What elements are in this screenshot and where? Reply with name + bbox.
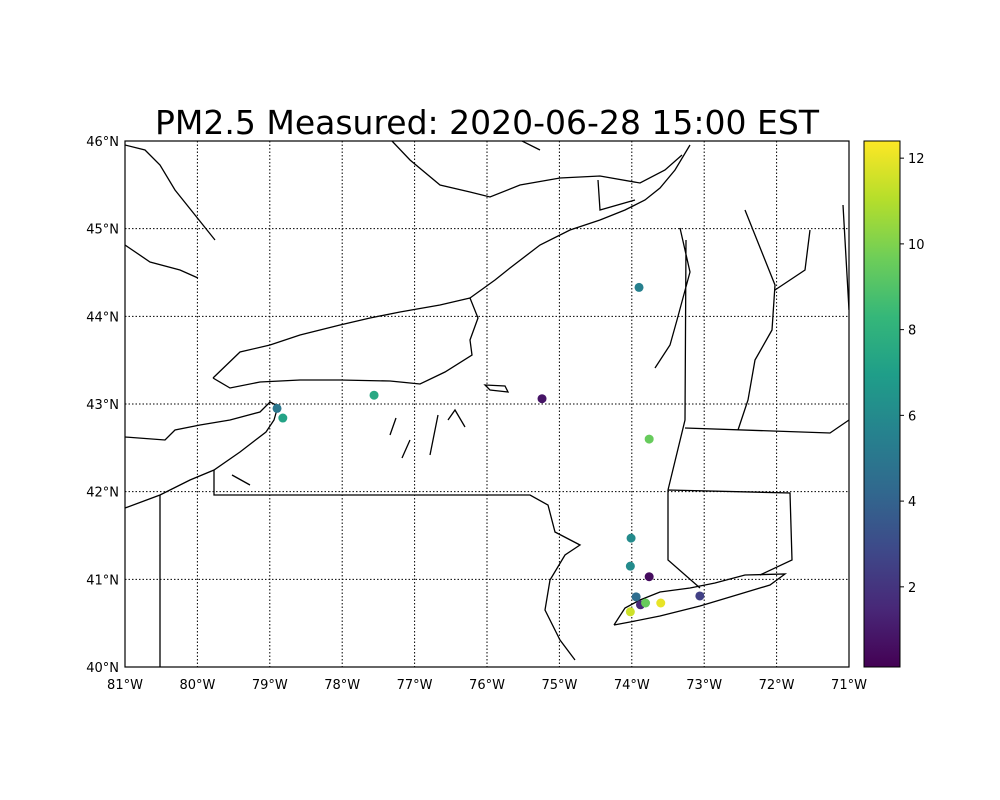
lon-tick-label: 73°W	[686, 678, 722, 693]
coastline	[469, 144, 691, 299]
coastline	[684, 419, 849, 434]
lon-tick-label: 79°W	[252, 678, 288, 693]
lon-tick-label: 71°W	[831, 678, 867, 693]
colorbar-tick-label: 12	[908, 152, 925, 167]
coastline	[389, 384, 510, 459]
coastline	[597, 179, 691, 491]
pm25-station-point	[634, 282, 644, 292]
pm25-station-point	[625, 561, 635, 571]
pm25-station-point	[278, 413, 288, 423]
map-title: PM2.5 Measured: 2020-06-28 15:00 EST	[155, 103, 820, 142]
colorbar-tick-label: 4	[908, 495, 916, 510]
coastline	[125, 144, 216, 241]
pm25-station-point	[369, 390, 379, 400]
coastline	[737, 204, 849, 431]
lon-tick-label: 77°W	[397, 678, 433, 693]
pm25-station-point	[644, 572, 654, 582]
colorbar-tick-label: 6	[908, 409, 916, 424]
lat-tick-label: 40°N	[86, 661, 119, 676]
scatter-points	[272, 282, 705, 617]
pm25-station-point	[695, 591, 705, 601]
coastline	[125, 244, 199, 279]
lon-tick-label: 72°W	[759, 678, 795, 693]
lon-tick-label: 74°W	[614, 678, 650, 693]
lat-tick-label: 46°N	[86, 135, 119, 150]
axis-ticks: 81°W 80°W 79°W 78°W 77°W 76°W 75°W 74°W 73°W 72°W…	[86, 135, 867, 693]
lon-tick-label: 78°W	[324, 678, 360, 693]
coastline	[391, 141, 683, 198]
colorbar-tick-label: 10	[908, 238, 925, 253]
lon-tick-label: 76°W	[469, 678, 505, 693]
colorbar-tick-label: 2	[908, 581, 916, 596]
gridlines	[125, 141, 849, 667]
colorbar-ticks: 2 4 6 8 10 12	[900, 152, 925, 596]
lat-tick-label: 45°N	[86, 223, 119, 238]
colorbar	[863, 140, 901, 668]
coastline	[231, 141, 541, 486]
pm25-station-point	[626, 533, 636, 543]
pm25-station-point	[656, 598, 666, 608]
lat-tick-label: 43°N	[86, 398, 119, 413]
pm25-station-point	[644, 434, 654, 444]
coastline	[667, 489, 793, 589]
lon-tick-label: 75°W	[541, 678, 577, 693]
map-frame	[124, 140, 850, 668]
coastline	[212, 297, 479, 389]
pm25-station-point	[537, 394, 547, 404]
pm25-station-point	[631, 592, 641, 602]
pm25-station-point	[272, 403, 282, 413]
pm25-station-point	[625, 607, 635, 617]
lon-tick-label: 80°W	[179, 678, 215, 693]
lat-tick-label: 42°N	[86, 486, 119, 501]
lon-tick-label: 81°W	[107, 678, 143, 693]
coastline	[613, 573, 788, 626]
coastline	[159, 470, 582, 667]
colorbar-tick-label: 8	[908, 324, 916, 339]
lat-tick-label: 41°N	[86, 573, 119, 588]
lat-tick-label: 44°N	[86, 310, 119, 325]
pm25-station-point	[641, 598, 651, 608]
